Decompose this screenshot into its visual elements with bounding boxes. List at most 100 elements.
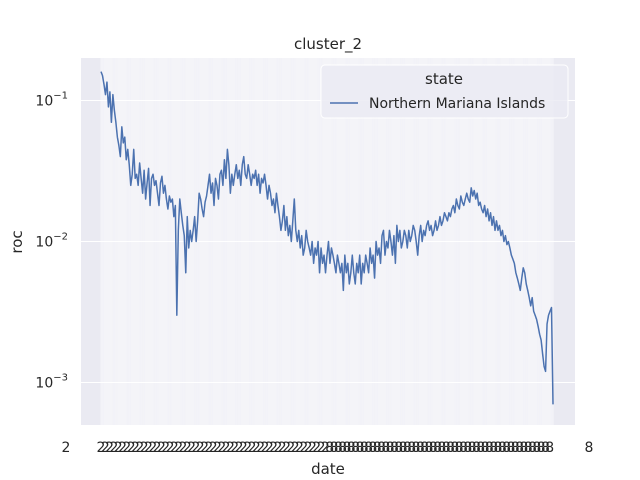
x-tick-label: 2: [62, 440, 71, 456]
legend-title: state: [425, 70, 463, 88]
x-tick-label: 8: [360, 440, 369, 456]
x-tick-label: 2: [209, 440, 218, 456]
x-tick-label: 2: [213, 440, 222, 456]
x-tick-label: 2: [230, 440, 239, 456]
x-tick-label: 8: [532, 440, 541, 456]
x-tick-label: 8: [537, 440, 546, 456]
x-tick-label: 2: [135, 440, 144, 456]
x-tick-label: 8: [412, 440, 421, 456]
x-tick-label: 8: [433, 440, 442, 456]
x-tick-label: 8: [489, 440, 498, 456]
x-tick-label: 2: [226, 440, 235, 456]
legend-box: [320, 64, 569, 119]
x-tick-label: 2: [161, 440, 170, 456]
x-tick-label: 8: [511, 440, 520, 456]
x-tick-label: 8: [528, 440, 537, 456]
x-tick-label: 2: [131, 440, 140, 456]
x-tick-label: 8: [368, 440, 377, 456]
x-tick-label: 8: [585, 440, 594, 456]
x-tick-label: 2: [256, 440, 265, 456]
x-tick-label: 2: [122, 440, 131, 456]
x-tick-label: 2: [127, 440, 136, 456]
x-tick-label: 2: [286, 440, 295, 456]
x-tick-label: 2: [317, 440, 326, 456]
series-lines: [100, 71, 554, 405]
x-tick-label: 8: [377, 440, 386, 456]
x-tick-label: 2: [304, 440, 313, 456]
x-tick-label: 8: [373, 440, 382, 456]
x-tick-label: 8: [463, 440, 472, 456]
x-tick-label: 2: [269, 440, 278, 456]
legend: state Northern Mariana Islands: [320, 64, 569, 119]
x-tick-label: 8: [524, 440, 533, 456]
y-tick-label: 10−1: [35, 90, 68, 109]
x-tick-label: 8: [506, 440, 515, 456]
x-tick-label: 2: [204, 440, 213, 456]
series-line: [100, 71, 554, 405]
x-tick-label: 8: [403, 440, 412, 456]
x-tick-label: 2: [170, 440, 179, 456]
x-tick-label: 8: [325, 440, 334, 456]
x-tick-label: 8: [459, 440, 468, 456]
chart-title: cluster_2: [294, 35, 362, 54]
x-tick-label: 2: [97, 440, 106, 456]
x-tick-label: 8: [446, 440, 455, 456]
x-tick-label: 2: [222, 440, 231, 456]
x-tick-label: 2: [265, 440, 274, 456]
x-tick-label: 8: [364, 440, 373, 456]
x-tick-label: 8: [481, 440, 490, 456]
x-tick-label: 2: [282, 440, 291, 456]
y-tick-label: 10−2: [35, 232, 68, 251]
x-tick-label: 8: [502, 440, 511, 456]
x-tick-label: 2: [278, 440, 287, 456]
x-tick-label: 2: [153, 440, 162, 456]
x-tick-label: 8: [494, 440, 503, 456]
x-tick-label: 2: [252, 440, 261, 456]
x-tick-label: 2: [144, 440, 153, 456]
x-tick-label: 2: [118, 440, 127, 456]
x-tick-label: 2: [217, 440, 226, 456]
x-tick-label: 2: [273, 440, 282, 456]
x-tick-label: 2: [299, 440, 308, 456]
x-tick-label: 8: [351, 440, 360, 456]
x-tick-label: 8: [437, 440, 446, 456]
x-tick-label: 8: [338, 440, 347, 456]
x-tick-label: 8: [442, 440, 451, 456]
x-tick-label: 2: [179, 440, 188, 456]
x-tick-label: 8: [429, 440, 438, 456]
x-tick-label: 2: [140, 440, 149, 456]
x-tick-label: 8: [334, 440, 343, 456]
x-tick-label: 2: [200, 440, 209, 456]
x-tick-label: 8: [355, 440, 364, 456]
x-tick-label: 8: [468, 440, 477, 456]
x-tick-label: 2: [196, 440, 205, 456]
x-tick-label: 2: [295, 440, 304, 456]
x-axis-label: date: [311, 460, 345, 478]
x-tick-label: 2: [109, 440, 118, 456]
x-tick-label: 8: [386, 440, 395, 456]
x-tick-label: 2: [183, 440, 192, 456]
x-tick-label: 8: [498, 440, 507, 456]
x-tick-label: 8: [541, 440, 550, 456]
x-tick-label: 8: [545, 440, 554, 456]
x-tick-label: 2: [312, 440, 321, 456]
x-tick-label: 8: [450, 440, 459, 456]
x-tick-label: 2: [248, 440, 257, 456]
x-tick-label: 8: [347, 440, 356, 456]
x-tick-label: 8: [424, 440, 433, 456]
x-tick-label: 8: [485, 440, 494, 456]
x-tick-label: 8: [342, 440, 351, 456]
x-tick-label: 2: [166, 440, 175, 456]
x-tick-label: 2: [148, 440, 157, 456]
x-tick-label: 8: [381, 440, 390, 456]
legend-entry-label: Northern Mariana Islands: [369, 96, 545, 112]
x-tick-label: 8: [420, 440, 429, 456]
x-tick-label: 2: [157, 440, 166, 456]
x-tick-label: 2: [321, 440, 330, 456]
x-tick-label: 2: [291, 440, 300, 456]
x-tick-label: 8: [455, 440, 464, 456]
x-tick-label: 8: [407, 440, 416, 456]
x-tick-label: 8: [390, 440, 399, 456]
x-tick-label: 2: [235, 440, 244, 456]
